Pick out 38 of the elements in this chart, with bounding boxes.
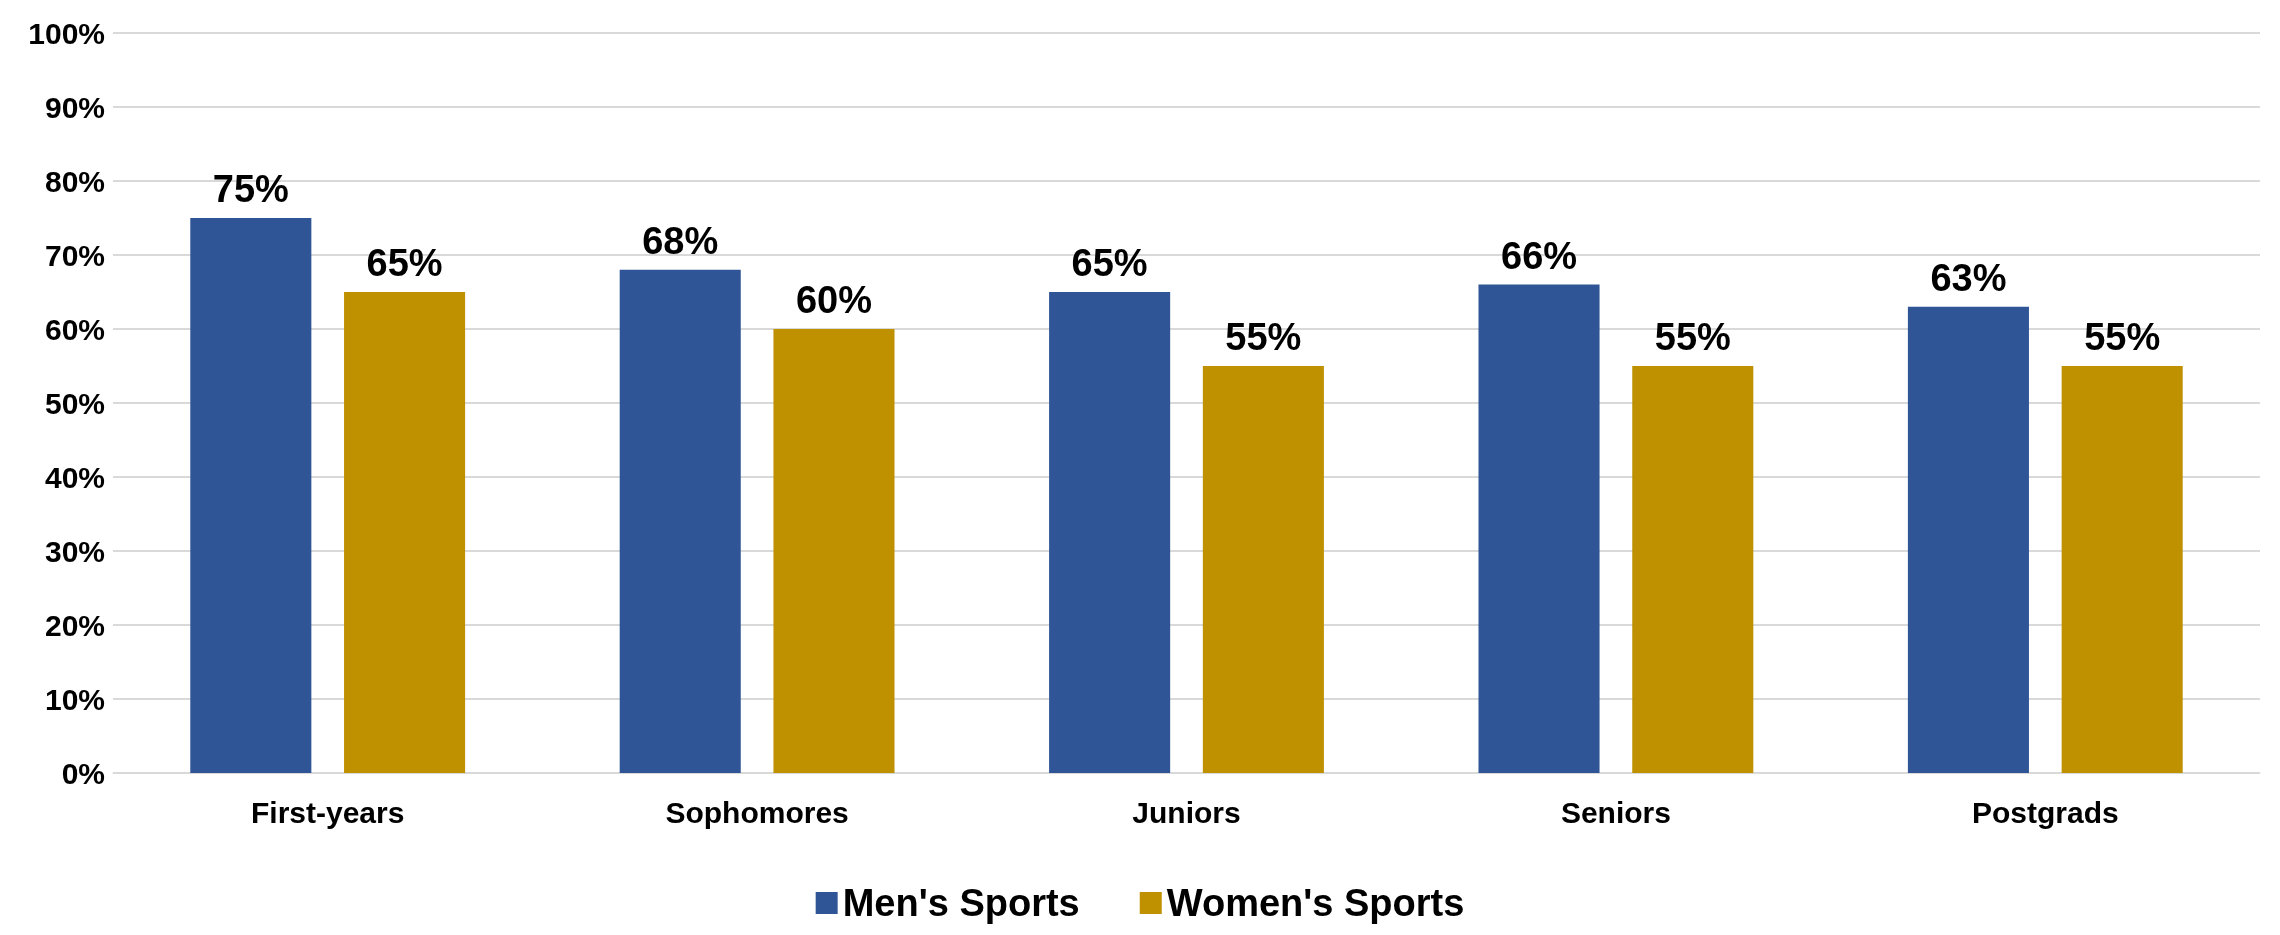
y-tick-label: 80% [44,164,105,198]
y-tick-label: 0% [61,756,105,790]
bar [773,329,895,773]
x-tick-label: Sophomores [665,795,849,829]
y-tick-label: 40% [44,460,105,494]
x-tick-label: Seniors [1560,795,1671,829]
y-tick-label: 100% [28,16,105,50]
y-tick-label: 70% [44,238,105,272]
y-tick-label: 10% [44,682,105,716]
y-tick-label: 60% [44,312,105,346]
x-tick-label: Juniors [1132,795,1241,829]
bar [1632,366,1754,773]
y-tick-label: 90% [44,90,105,124]
data-label: 55% [2084,316,2161,358]
bar [619,269,741,773]
data-label: 75% [212,168,289,210]
legend-label: Women's Sports [1166,882,1465,924]
legend-label: Men's Sports [842,882,1080,924]
x-tick-label: Postgrads [1971,795,2119,829]
data-label: 68% [642,219,719,262]
data-label: 60% [795,279,873,321]
data-label: 65% [1071,242,1148,284]
bar [1202,366,1324,773]
bar [344,292,466,773]
y-tick-label: 30% [44,534,105,568]
bar [1907,306,2029,773]
y-tick-label: 20% [44,608,105,642]
data-label: 63% [1930,256,2007,299]
bar [1049,292,1171,773]
bar [190,218,312,773]
bar [2061,366,2183,773]
y-tick-label: 50% [44,386,105,420]
data-label: 55% [1654,316,1731,358]
data-label: 66% [1500,234,1578,277]
data-label: 55% [1225,316,1302,358]
bar [1478,284,1600,773]
x-tick-label: First-years [250,795,405,829]
data-label: 65% [366,242,443,284]
